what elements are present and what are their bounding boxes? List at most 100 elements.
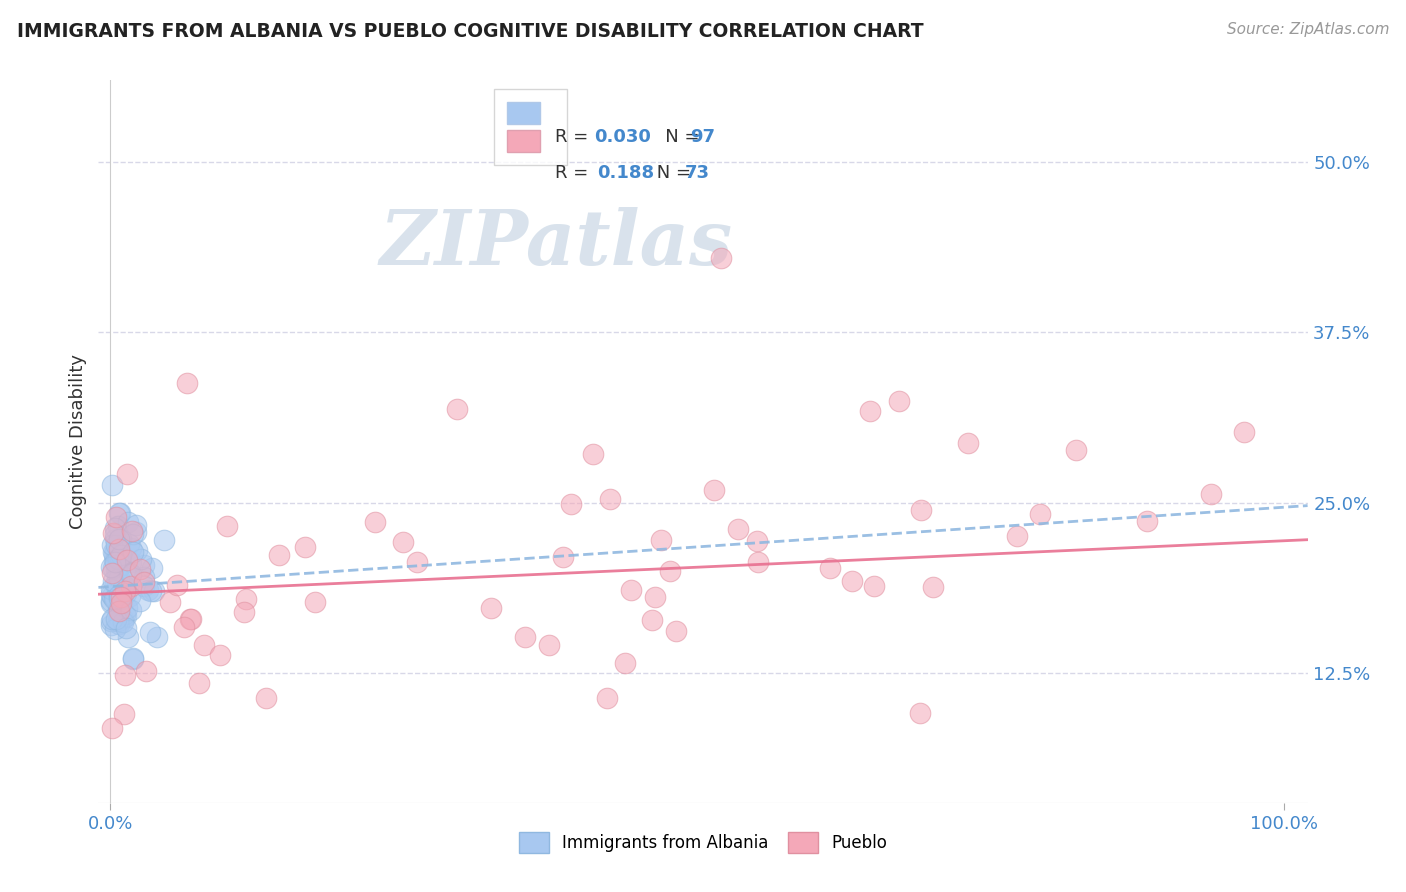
Point — [139, 583, 162, 598]
Point — [650, 533, 672, 547]
Point — [111, 615, 134, 629]
Point — [107, 611, 129, 625]
Point — [115, 608, 138, 623]
Point — [101, 560, 124, 574]
Point — [136, 582, 159, 597]
Point — [641, 613, 664, 627]
Point — [107, 518, 129, 533]
Point — [110, 596, 132, 610]
Point — [922, 580, 945, 594]
Point — [120, 579, 142, 593]
Text: 97: 97 — [690, 128, 716, 146]
Point — [104, 539, 127, 553]
Point — [117, 630, 139, 644]
Point — [107, 603, 129, 617]
Text: 0.188: 0.188 — [598, 164, 654, 182]
Point — [103, 554, 125, 568]
Point — [120, 567, 142, 582]
Point — [727, 522, 749, 536]
Point — [132, 579, 155, 593]
Point — [596, 690, 619, 705]
Point — [121, 524, 143, 539]
Point — [1233, 425, 1256, 440]
Point — [560, 497, 582, 511]
Point — [129, 562, 152, 576]
Point — [114, 668, 136, 682]
Point — [108, 532, 131, 546]
Point — [105, 563, 128, 577]
Point — [108, 617, 131, 632]
Point — [121, 650, 143, 665]
Point — [117, 564, 139, 578]
Point — [117, 516, 139, 530]
Point — [108, 551, 131, 566]
Point — [104, 591, 127, 606]
Point — [105, 563, 128, 577]
Point — [859, 403, 882, 417]
Y-axis label: Cognitive Disability: Cognitive Disability — [69, 354, 87, 529]
Point — [125, 542, 148, 557]
Point — [658, 564, 681, 578]
Point — [910, 502, 932, 516]
Point — [104, 521, 127, 535]
Point — [104, 527, 127, 541]
Point — [100, 582, 122, 596]
Point — [100, 560, 122, 574]
Point — [173, 620, 195, 634]
Point — [818, 560, 841, 574]
Point — [100, 596, 122, 610]
Point — [364, 516, 387, 530]
Point — [1029, 508, 1052, 522]
Point — [108, 571, 131, 585]
Point — [294, 540, 316, 554]
Point — [101, 721, 124, 735]
Point — [128, 593, 150, 607]
Point — [166, 578, 188, 592]
Point — [581, 447, 603, 461]
Point — [105, 568, 128, 582]
Point — [103, 592, 125, 607]
Point — [745, 534, 768, 549]
Point — [863, 579, 886, 593]
Point — [100, 478, 122, 492]
Point — [1136, 514, 1159, 528]
Point — [101, 566, 124, 580]
Point — [703, 483, 725, 498]
Point — [100, 587, 122, 601]
Point — [110, 533, 132, 547]
Point — [217, 519, 239, 533]
Point — [146, 630, 169, 644]
Point — [122, 652, 145, 666]
Point — [107, 590, 129, 604]
Point — [132, 574, 155, 589]
Point — [115, 621, 138, 635]
Point — [141, 561, 163, 575]
Point — [107, 506, 129, 520]
Text: 73: 73 — [685, 164, 710, 182]
Point — [620, 583, 643, 598]
Point — [710, 251, 733, 265]
Point — [107, 603, 129, 617]
Point — [105, 612, 128, 626]
Point — [110, 590, 132, 604]
Point — [112, 612, 135, 626]
Point — [908, 706, 931, 720]
Point — [110, 548, 132, 562]
Point — [118, 589, 141, 603]
Point — [179, 612, 201, 626]
Point — [176, 376, 198, 391]
Point — [112, 577, 135, 591]
Point — [1005, 529, 1028, 543]
Point — [104, 577, 127, 591]
Point — [553, 549, 575, 564]
Point — [143, 584, 166, 599]
Point — [115, 552, 138, 566]
Point — [1199, 487, 1222, 501]
Point — [100, 593, 122, 607]
Point — [108, 506, 131, 520]
Point — [537, 638, 560, 652]
Point — [405, 555, 427, 569]
Point — [105, 554, 128, 568]
Point — [107, 614, 129, 628]
Point — [120, 603, 142, 617]
